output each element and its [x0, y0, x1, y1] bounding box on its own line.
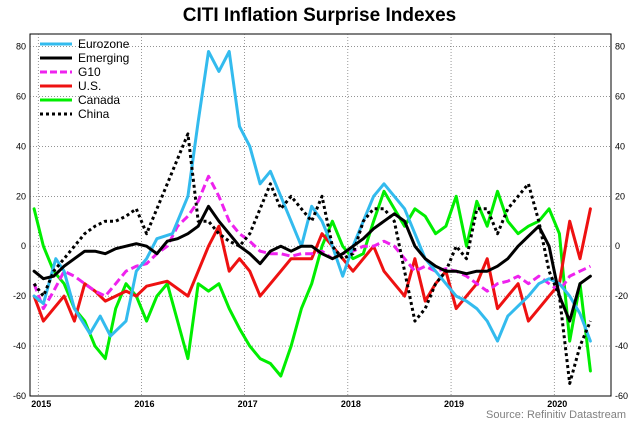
legend-label-g10: G10 — [78, 65, 101, 79]
series-line-china — [32, 132, 592, 385]
x-tick-label: 2018 — [341, 399, 361, 409]
legend-label-u-s: U.S. — [78, 79, 101, 93]
plot-area — [29, 33, 612, 397]
y-tick-label-right: 60 — [615, 91, 625, 101]
x-tick-label: 2016 — [134, 399, 154, 409]
x-tick-label: 2015 — [31, 399, 51, 409]
y-tick-label-right: -20 — [615, 291, 628, 301]
y-axis-right: 80 60 40 20 0 -20 -40 -60 — [615, 41, 628, 401]
x-tick-label: 2017 — [238, 399, 258, 409]
y-tick-label-right: 20 — [615, 191, 625, 201]
y-tick-label-left: -60 — [13, 391, 26, 401]
series-line-emerging — [32, 204, 592, 323]
legend-label-canada: Canada — [78, 93, 120, 107]
x-tick-label: 2020 — [547, 399, 567, 409]
series-line-u-s — [32, 207, 592, 323]
legend-label-china: China — [78, 107, 110, 121]
legend-label-emerging: Emerging — [78, 51, 129, 65]
chart-title: CITI Inflation Surprise Indexes — [182, 5, 457, 26]
series-line-canada — [32, 189, 592, 378]
y-tick-label-left: 60 — [16, 91, 26, 101]
series-line-eurozone — [32, 50, 592, 343]
y-tick-label-left: 80 — [16, 41, 26, 51]
legend-label-eurozone: Eurozone — [78, 37, 130, 51]
y-tick-label-right: -40 — [615, 341, 628, 351]
series-lines — [32, 50, 592, 385]
y-tick-label-left: 40 — [16, 141, 26, 151]
x-tick-label: 2019 — [444, 399, 464, 409]
y-tick-label-left: 20 — [16, 191, 26, 201]
y-tick-label-right: 40 — [615, 141, 625, 151]
y-axis-left: 80 60 40 20 0 -20 -40 -60 — [13, 41, 26, 401]
y-tick-label-right: 80 — [615, 41, 625, 51]
y-tick-label-left: -40 — [13, 341, 26, 351]
series-line-g10 — [32, 174, 592, 311]
y-tick-label-right: -60 — [615, 391, 628, 401]
x-axis: 2015 2016 2017 2018 2019 2020 — [31, 399, 567, 409]
y-tick-label-left: 0 — [21, 241, 26, 251]
source-note: Source: Refinitiv Datastream — [486, 409, 626, 421]
y-tick-label-right: 0 — [615, 241, 620, 251]
y-tick-label-left: -20 — [13, 291, 26, 301]
